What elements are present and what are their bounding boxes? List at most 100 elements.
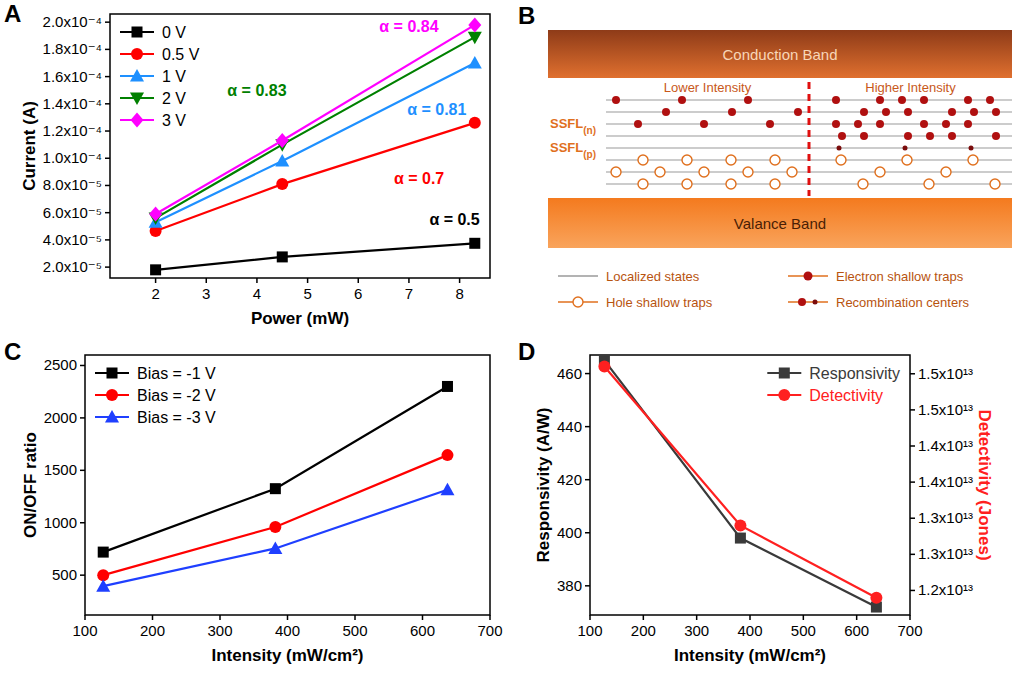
hole [682, 179, 692, 189]
y-tick-label: 1.2x10⁻⁴ [43, 122, 102, 139]
x-tick-label: 100 [72, 622, 97, 639]
hole [655, 167, 665, 177]
y-axis-title: ON/OFF ratio [21, 432, 40, 538]
x-tick [643, 615, 645, 620]
x-tick-label: 200 [140, 622, 165, 639]
hole [726, 179, 736, 189]
y-axis-title: Current (A) [20, 101, 39, 191]
electron [904, 132, 912, 140]
data-point [441, 449, 453, 461]
electron [700, 120, 708, 128]
panel-letter: A [4, 0, 21, 27]
hole [902, 155, 912, 165]
x-tick [219, 615, 221, 620]
y2-axis-title: Detectivity (Jones) [975, 409, 994, 560]
region-label: Lower Intensity [664, 80, 752, 95]
key-symbol [573, 297, 583, 307]
legend-label: 2 V [162, 90, 186, 107]
y-tick [105, 76, 110, 78]
panel-letter: D [518, 338, 535, 365]
annotation: α = 0.7 [394, 170, 444, 187]
y2-tick-label: 1.4x10¹³ [918, 437, 973, 454]
hole [875, 167, 885, 177]
series-line [156, 25, 475, 214]
electron [986, 96, 994, 104]
electron [766, 120, 774, 128]
x-tick [856, 615, 858, 620]
key-line [558, 275, 598, 276]
key-symbol [798, 298, 806, 306]
electron [942, 120, 950, 128]
hole [770, 155, 780, 165]
data-point [276, 178, 288, 190]
x-tick-label: 300 [684, 622, 709, 639]
x-tick [206, 278, 208, 283]
y-tick [105, 157, 110, 159]
electron [794, 108, 802, 116]
plot-frame [590, 355, 910, 615]
key-label: Recombination centers [836, 295, 969, 310]
y-tick-label: 460 [557, 365, 582, 382]
x-tick-label: 100 [577, 622, 602, 639]
key-symbol [813, 300, 818, 305]
x-tick [408, 278, 410, 283]
x-tick-label: 6 [354, 285, 362, 302]
annotation: α = 0.5 [429, 211, 479, 228]
hole [941, 167, 951, 177]
recombination-center [969, 146, 974, 151]
x-tick [803, 615, 805, 620]
y-tick-label: 6.0x10⁻⁵ [43, 204, 102, 221]
band-label: Conduction Band [722, 46, 837, 63]
key-line [788, 301, 828, 302]
x-tick [459, 278, 461, 283]
y2-tick-label: 1.3x10¹³ [918, 509, 973, 526]
y2-tick [910, 445, 915, 447]
panel-letter: B [518, 2, 535, 29]
electron [904, 108, 912, 116]
y-tick [105, 266, 110, 268]
hole [699, 167, 709, 177]
data-point [870, 592, 882, 604]
level-label: SSFL(n) [550, 116, 596, 136]
x-tick [152, 615, 154, 620]
hole [638, 155, 648, 165]
hole [611, 167, 621, 177]
x-tick-label: 400 [275, 622, 300, 639]
y-tick [585, 585, 590, 587]
y2-tick [910, 554, 915, 556]
electron [920, 96, 928, 104]
y-tick [585, 426, 590, 428]
x-tick [287, 615, 289, 620]
y-tick [105, 185, 110, 187]
x-tick [358, 278, 360, 283]
annotation: α = 0.83 [227, 82, 286, 99]
legend: Bias = -1 VBias = -2 VBias = -3 V [95, 365, 216, 426]
data-point [269, 521, 281, 533]
chart-panel: D100200300400500600700Intensity (mW/cm²)… [518, 338, 994, 665]
x-tick [696, 615, 698, 620]
electron [948, 108, 956, 116]
y-tick-label: 420 [557, 471, 582, 488]
legend-marker [105, 410, 119, 423]
y2-tick [910, 517, 915, 519]
data-point [734, 519, 746, 531]
y2-tick [910, 409, 915, 411]
electron [634, 120, 642, 128]
level-label: SSFL(p) [550, 140, 596, 160]
x-tick [489, 615, 491, 620]
electron [964, 96, 972, 104]
data-point [735, 533, 746, 544]
x-tick-label: 2 [151, 285, 159, 302]
plot-frame [110, 14, 490, 278]
level-text: SSFL [550, 116, 583, 131]
electron [920, 120, 928, 128]
x-tick [256, 278, 258, 283]
y-tick-label: 2.0x10⁻⁴ [43, 13, 102, 30]
data-point [469, 238, 480, 249]
electron [992, 108, 1000, 116]
x-tick-label: 3 [202, 285, 210, 302]
y-tick-label: 1000 [44, 514, 77, 531]
legend-marker [130, 93, 144, 106]
data-point [96, 579, 110, 592]
annotation: α = 0.81 [407, 101, 466, 118]
